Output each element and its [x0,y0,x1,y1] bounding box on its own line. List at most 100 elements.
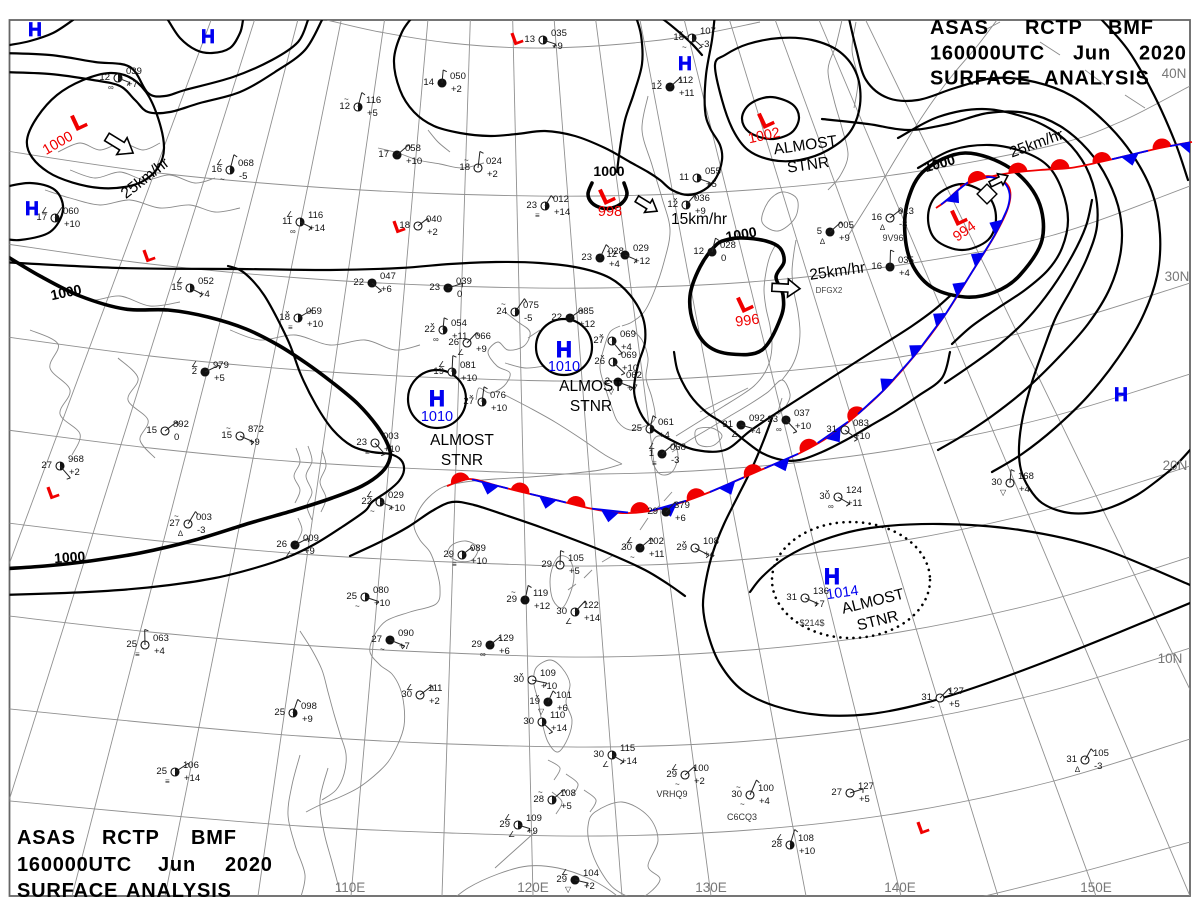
svg-text:129: 129 [498,633,514,644]
svg-text:29: 29 [676,542,687,553]
svg-text:998: 998 [598,204,622,220]
svg-text:+2: +2 [451,84,462,95]
svg-text:055: 055 [705,166,721,177]
svg-text:047: 047 [380,271,396,282]
svg-text:30: 30 [401,689,412,700]
svg-text:098: 098 [301,701,317,712]
svg-text:∞: ∞ [828,502,834,511]
svg-text:029: 029 [633,243,649,254]
svg-text:083: 083 [853,418,869,429]
svg-text:∠: ∠ [602,760,609,769]
svg-text:∠: ∠ [731,430,738,439]
svg-text:110E: 110E [335,880,366,895]
svg-text:068: 068 [238,158,254,169]
svg-text:25: 25 [156,766,167,777]
svg-text:BMF: BMF [1108,17,1154,39]
svg-text:31: 31 [722,419,733,430]
svg-text:∠: ∠ [648,442,655,451]
svg-text:∆: ∆ [178,529,183,538]
svg-text:108: 108 [703,536,719,547]
svg-text:29: 29 [499,819,510,830]
svg-text:19: 19 [529,696,540,707]
svg-text:060: 060 [63,206,79,217]
svg-text:~: ~ [501,300,506,309]
svg-text:23: 23 [429,282,440,293]
svg-text:∠: ∠ [565,617,572,626]
svg-text:27: 27 [169,518,180,529]
svg-text:~: ~ [174,512,179,521]
svg-text:-3: -3 [899,219,907,230]
svg-text:H: H [678,54,692,75]
svg-text:102: 102 [648,536,664,547]
svg-text:∠: ∠ [508,830,515,839]
svg-text:11: 11 [282,216,292,227]
svg-text:061: 061 [658,417,674,428]
svg-text:9V96: 9V96 [882,233,903,243]
svg-text:140E: 140E [884,880,916,895]
svg-text:136: 136 [813,586,829,597]
svg-text:+2: +2 [427,227,438,238]
svg-text:058: 058 [405,143,421,154]
svg-text:+9: +9 [695,206,706,217]
svg-text:⌄: ⌄ [518,668,525,677]
svg-text:037: 037 [794,408,810,419]
svg-text:2020: 2020 [225,854,273,876]
svg-text:$214$: $214$ [799,618,824,628]
svg-text:~: ~ [370,507,375,516]
svg-text:31: 31 [1066,754,1077,765]
svg-text:100: 100 [693,763,709,774]
svg-text:~: ~ [736,783,741,792]
svg-text:+5: +5 [214,373,225,384]
svg-text:2: 2 [192,366,197,377]
svg-text:29: 29 [647,506,658,517]
svg-text:19: 19 [433,366,444,377]
svg-text:⌄: ⌄ [824,485,831,494]
svg-text:+10: +10 [374,598,390,609]
svg-text:12: 12 [651,81,662,92]
svg-text:092: 092 [749,413,765,424]
svg-text:31: 31 [826,424,837,435]
svg-text:30: 30 [621,542,632,553]
svg-text:080: 080 [373,585,389,596]
svg-text:+11: +11 [452,331,467,342]
svg-text:≡: ≡ [452,560,457,569]
svg-text:▽: ▽ [1000,488,1007,497]
svg-text:∠: ∠ [191,360,198,369]
svg-text:∠: ∠ [504,813,511,822]
svg-text:ASAS: ASAS [17,827,76,849]
svg-text:▽: ▽ [608,387,615,396]
svg-text:119: 119 [533,588,548,599]
svg-text:968: 968 [68,454,84,465]
svg-text:+4: +4 [154,646,165,657]
svg-text:1000: 1000 [54,548,86,566]
svg-text:109: 109 [526,813,542,824]
svg-text:∠: ∠ [561,868,568,877]
svg-text:029: 029 [388,490,404,501]
svg-text:H: H [25,199,39,220]
svg-text:∞: ∞ [480,650,486,659]
svg-text:+9: +9 [552,41,563,52]
svg-text:105: 105 [568,553,584,564]
svg-text:116: 116 [308,210,323,221]
svg-text:≡: ≡ [288,323,293,332]
svg-text:30N: 30N [1165,269,1190,284]
svg-text:035: 035 [898,255,914,266]
svg-text:⌄: ⌄ [534,690,541,699]
svg-text:⌄: ⌄ [429,318,436,327]
svg-text:40N: 40N [1162,66,1187,81]
svg-text:+9: +9 [302,714,313,725]
svg-text:18: 18 [279,312,290,323]
svg-text:29: 29 [506,594,517,605]
svg-text:090: 090 [398,628,414,639]
svg-text:+10: +10 [64,219,80,230]
svg-text:∞: ∞ [290,227,296,236]
svg-text:23: 23 [581,252,592,263]
svg-text:23: 23 [356,437,367,448]
svg-text:2: 2 [605,376,610,387]
svg-text:15: 15 [146,425,157,436]
svg-text:+4: +4 [704,549,715,560]
svg-text:12: 12 [339,101,350,112]
svg-text:H: H [824,564,840,589]
svg-text:≡: ≡ [165,777,170,786]
svg-text:106: 106 [183,760,199,771]
